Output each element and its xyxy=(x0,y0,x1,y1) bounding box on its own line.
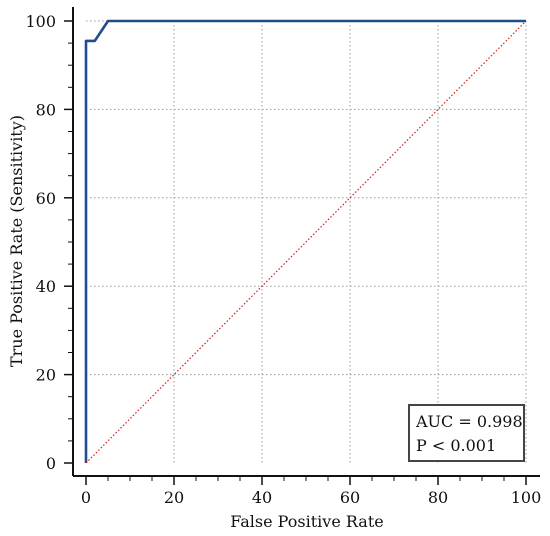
roc-curve-line xyxy=(84,19,526,463)
x-axis-title: False Positive Rate xyxy=(230,512,384,531)
p-value: P < 0.001 xyxy=(416,436,496,455)
x-tick-label-4: 80 xyxy=(428,488,448,507)
x-tick-label-0: 0 xyxy=(81,488,91,507)
y-tick-label-0: 0 xyxy=(46,454,56,473)
y-axis-title: True Positive Rate (Sensitivity) xyxy=(7,115,26,367)
reference-diagonal-line xyxy=(85,20,527,464)
x-tick-label-1: 20 xyxy=(164,488,184,507)
auc-annotation: AUC = 0.998 P < 0.001 xyxy=(408,404,525,462)
y-tick-label-1: 20 xyxy=(36,366,56,385)
x-tick-label-5: 100 xyxy=(511,488,542,507)
y-tick-label-5: 100 xyxy=(25,12,56,31)
annotation-box xyxy=(408,404,525,462)
series-layer xyxy=(84,19,527,464)
y-tick-label-2: 40 xyxy=(36,277,56,296)
auc-value: AUC = 0.998 xyxy=(415,412,523,431)
x-tick-label-3: 60 xyxy=(340,488,360,507)
x-tick-label-2: 40 xyxy=(252,488,272,507)
y-tick-label-4: 80 xyxy=(36,100,56,119)
ticks: 0 20 40 60 80 100 0 20 40 60 80 100 xyxy=(25,12,541,507)
y-tick-label-3: 60 xyxy=(36,189,56,208)
